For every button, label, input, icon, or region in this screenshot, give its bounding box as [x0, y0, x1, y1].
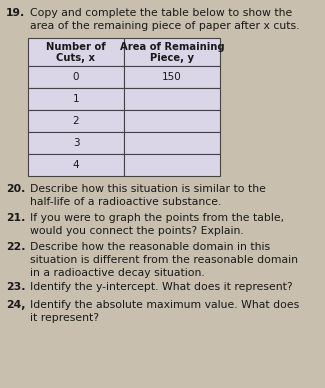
Text: Identify the absolute maximum value. What does
it represent?: Identify the absolute maximum value. Wha…	[30, 300, 299, 323]
Text: 20.: 20.	[6, 184, 25, 194]
Bar	[28, 110, 124, 132]
Text: 4: 4	[73, 160, 79, 170]
Bar	[124, 154, 220, 176]
Text: area of the remaining piece of paper after x cuts.: area of the remaining piece of paper aft…	[30, 21, 300, 31]
Text: 21.: 21.	[6, 213, 25, 223]
Text: 0: 0	[73, 72, 79, 82]
Text: Area of Remaining: Area of Remaining	[120, 42, 224, 52]
Bar	[28, 66, 124, 88]
Bar	[124, 110, 220, 132]
Text: 24,: 24,	[6, 300, 25, 310]
Text: 150: 150	[162, 72, 182, 82]
Bar	[124, 38, 220, 66]
Bar	[28, 154, 124, 176]
Bar	[124, 88, 220, 110]
Text: 22.: 22.	[6, 242, 25, 252]
Bar	[124, 132, 220, 154]
Bar	[124, 66, 220, 88]
Text: 1: 1	[73, 94, 79, 104]
Text: Number of: Number of	[46, 42, 106, 52]
Text: If you were to graph the points from the table,
would you connect the points? Ex: If you were to graph the points from the…	[30, 213, 284, 236]
Bar	[28, 38, 124, 66]
Bar	[28, 132, 124, 154]
Text: 2: 2	[73, 116, 79, 126]
Text: Describe how this situation is similar to the
half-life of a radioactive substan: Describe how this situation is similar t…	[30, 184, 266, 207]
Text: Identify the y-intercept. What does it represent?: Identify the y-intercept. What does it r…	[30, 282, 292, 293]
Bar	[28, 88, 124, 110]
Text: Describe how the reasonable domain in this
situation is different from the reaso: Describe how the reasonable domain in th…	[30, 242, 298, 277]
Text: Copy and complete the table below to show the: Copy and complete the table below to sho…	[30, 8, 292, 18]
Text: Piece, y: Piece, y	[150, 53, 194, 63]
Text: 3: 3	[73, 138, 79, 148]
Text: Cuts, x: Cuts, x	[57, 53, 96, 63]
Text: 23.: 23.	[6, 282, 25, 293]
Text: 19.: 19.	[6, 8, 25, 18]
